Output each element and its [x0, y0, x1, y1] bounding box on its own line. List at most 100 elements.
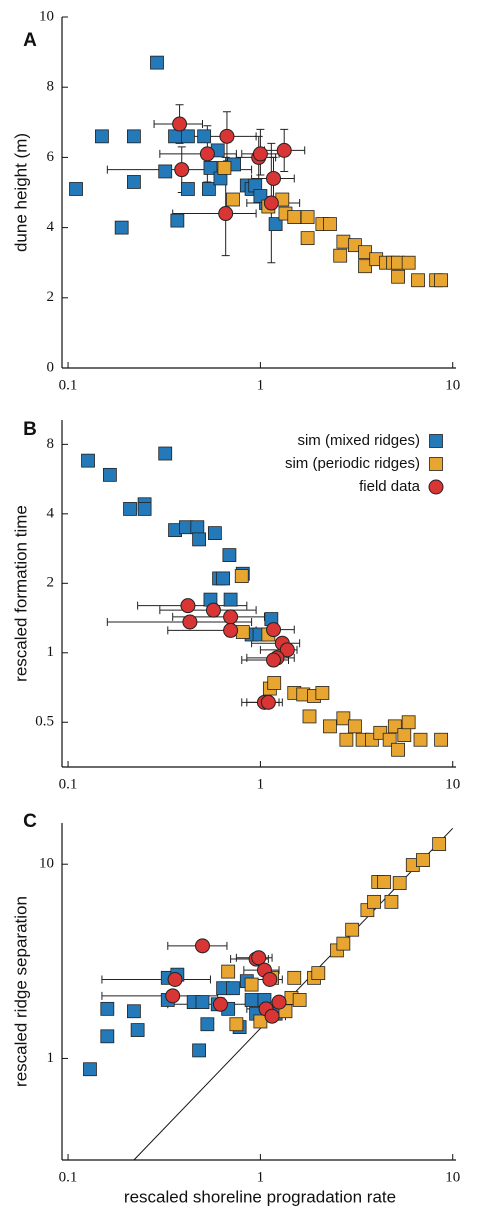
- point: [174, 162, 190, 178]
- legend-label: field data: [359, 478, 421, 495]
- x-tick-label: 1: [257, 1169, 265, 1185]
- point: [367, 894, 381, 909]
- point: [266, 170, 282, 186]
- point: [323, 217, 337, 231]
- point: [197, 129, 212, 144]
- point: [158, 446, 173, 461]
- panel-label: B: [23, 419, 37, 440]
- point: [190, 520, 205, 535]
- y-axis-label: dune height (m): [11, 133, 30, 252]
- point: [234, 569, 249, 583]
- point: [167, 971, 183, 987]
- point: [83, 1062, 97, 1077]
- point: [336, 234, 351, 249]
- point: [172, 116, 188, 132]
- point: [263, 195, 279, 211]
- point: [217, 161, 232, 175]
- point: [336, 711, 351, 726]
- point: [391, 742, 406, 757]
- point: [158, 164, 173, 179]
- y-tick-label: 4: [47, 219, 55, 235]
- point: [127, 175, 141, 189]
- point: [130, 1023, 145, 1037]
- point: [358, 259, 372, 274]
- y-tick-label: 0.5: [35, 714, 54, 730]
- legend-marker: [429, 457, 443, 471]
- point: [300, 231, 315, 246]
- point: [137, 502, 152, 516]
- point: [192, 1043, 206, 1058]
- point: [287, 970, 302, 985]
- point: [127, 129, 141, 144]
- point: [180, 598, 196, 614]
- point: [216, 571, 231, 586]
- point: [100, 1001, 115, 1016]
- point: [223, 609, 239, 625]
- point: [170, 213, 185, 228]
- point: [266, 652, 282, 668]
- x-tick-label: 0.1: [59, 1169, 78, 1185]
- point: [397, 728, 412, 742]
- point: [168, 129, 182, 144]
- point: [226, 192, 240, 207]
- point: [287, 210, 302, 224]
- point: [219, 128, 235, 144]
- point: [333, 248, 348, 263]
- point: [165, 988, 181, 1004]
- y-tick-label: 10: [39, 8, 54, 24]
- point: [251, 950, 267, 966]
- point: [279, 642, 295, 658]
- point: [100, 1029, 115, 1044]
- point: [347, 719, 362, 734]
- x-tick-label: 0.1: [59, 776, 78, 792]
- y-tick-label: 8: [47, 436, 55, 452]
- y-tick-label: 2: [47, 575, 55, 591]
- point: [432, 837, 447, 851]
- x-error-bar: [159, 149, 237, 158]
- point: [202, 182, 216, 196]
- y-tick-label: 8: [47, 79, 55, 95]
- point: [345, 922, 360, 937]
- legend-label: sim (periodic ridges): [285, 455, 420, 472]
- point: [311, 966, 326, 981]
- point: [266, 622, 282, 638]
- x-tick-label: 0.1: [59, 377, 78, 393]
- point: [203, 161, 218, 175]
- y-tick-label: 6: [47, 149, 55, 165]
- point: [336, 936, 351, 951]
- point: [212, 996, 228, 1012]
- legend-marker: [429, 434, 443, 448]
- point: [123, 502, 137, 516]
- point: [222, 548, 237, 563]
- point: [95, 129, 109, 144]
- point: [194, 938, 210, 954]
- point: [271, 994, 287, 1010]
- x-tick-label: 1: [257, 377, 265, 393]
- y-tick-label: 10: [39, 856, 54, 872]
- point: [223, 592, 238, 607]
- point: [358, 245, 372, 260]
- point: [264, 1008, 280, 1024]
- y-tick-label: 1: [47, 644, 55, 660]
- point: [434, 273, 448, 288]
- point: [127, 1004, 141, 1019]
- point: [413, 732, 428, 747]
- y-axis-label: rescaled ridge separation: [11, 896, 30, 1087]
- point: [244, 977, 259, 992]
- point: [411, 273, 425, 288]
- point: [114, 220, 129, 235]
- point: [315, 686, 330, 700]
- point: [207, 526, 222, 541]
- x-tick-label: 10: [445, 776, 460, 792]
- x-tick-label: 10: [445, 1169, 460, 1185]
- x-error-bar: [172, 209, 257, 218]
- point: [182, 614, 198, 630]
- point: [434, 732, 448, 747]
- x-error-bar: [101, 975, 211, 984]
- legend-marker: [428, 479, 444, 495]
- point: [302, 709, 317, 724]
- point: [377, 875, 392, 889]
- point: [392, 876, 407, 890]
- y-axis-label: rescaled formation time: [11, 505, 30, 682]
